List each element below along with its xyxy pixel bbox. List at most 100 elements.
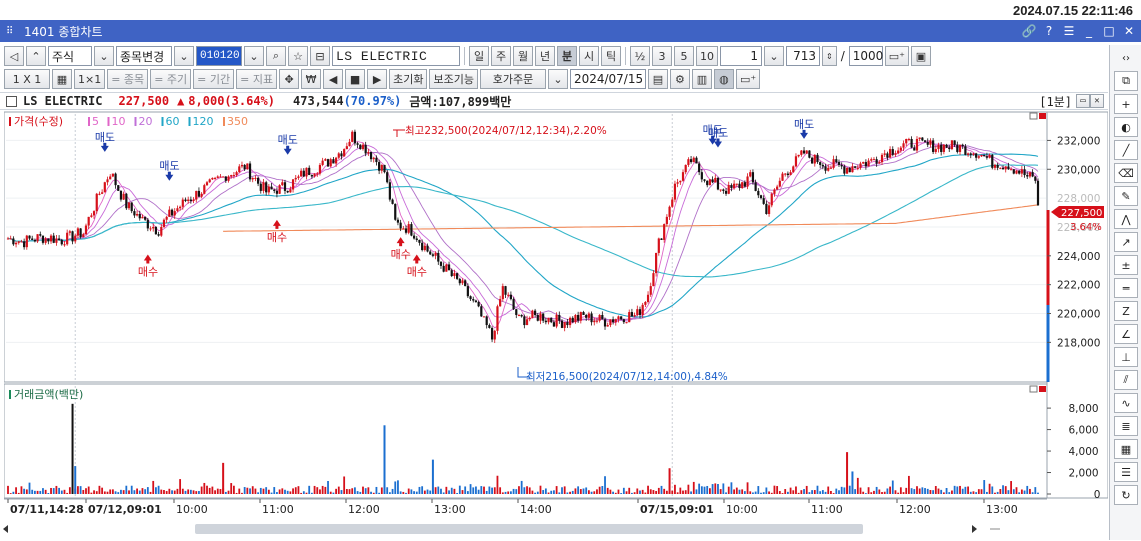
count-stepper[interactable]: ⇕ (822, 46, 837, 66)
tool-theme-icon[interactable]: ◐ (1114, 117, 1138, 137)
expand-icon[interactable]: ‹› (1122, 52, 1130, 64)
date-input[interactable]: 2024/07/15 (569, 69, 646, 89)
volume-bar (499, 487, 502, 494)
change-symbol-button[interactable]: 종목변경 (116, 46, 172, 66)
order-button[interactable]: 호가주문 (479, 69, 546, 89)
symbol-type-icon[interactable]: ⊟ (310, 46, 330, 66)
chart-area[interactable]: 매도 매수 매도 매수 매도 매수 매수 매도 매도 매도 218,000 220,000 222,0… (3, 110, 1109, 538)
horizontal-scrollbar[interactable]: ⊖ ⊕ ⊛ (0, 521, 1000, 537)
interval-dropdown-icon[interactable]: ⌄ (764, 46, 784, 66)
interval-input[interactable]: 1 (720, 46, 762, 66)
code-dropdown-icon[interactable]: ⌄ (244, 46, 264, 66)
panel-restore-button[interactable]: ▭ (1076, 94, 1090, 108)
period-year-button[interactable]: 년 (535, 46, 555, 66)
interval-10-button[interactable]: 10 (696, 46, 718, 66)
price-panel-close-icon[interactable] (1039, 113, 1046, 119)
settings-gear-icon[interactable]: ⚙ (669, 69, 690, 89)
grid-button[interactable]: 1×1 (74, 69, 106, 89)
currency-icon[interactable]: ₩ (301, 69, 322, 89)
info-checkbox[interactable] (6, 95, 17, 107)
tool-zigzag-icon[interactable]: ⋀ (1114, 209, 1138, 229)
volume-bar (875, 486, 878, 494)
close-button[interactable]: ✕ (1123, 24, 1135, 38)
chart-type-icon[interactable]: ▥ (691, 69, 712, 89)
candle (759, 195, 763, 199)
tool-add-icon[interactable]: + (1114, 94, 1138, 114)
count-input[interactable]: 713 (786, 46, 820, 66)
table-icon[interactable]: ▦ (52, 69, 72, 89)
tool-wave-icon[interactable]: ∿ (1114, 393, 1138, 413)
tool-trend-icon[interactable]: ↗ (1114, 232, 1138, 252)
stop-icon[interactable]: ■ (345, 69, 366, 89)
favorite-star-icon[interactable]: ☆ (288, 46, 308, 66)
tool-line-icon[interactable]: ╱ (1114, 140, 1138, 160)
reset-button[interactable]: 초기화 (389, 69, 428, 89)
period-tick-button[interactable]: 틱 (601, 46, 621, 66)
add-symbol-button[interactable]: = 종목 (107, 69, 149, 89)
period-hour-button[interactable]: 시 (579, 46, 599, 66)
volume-panel-max-icon[interactable] (1029, 385, 1038, 393)
sell-arrow-icon (708, 138, 717, 145)
globe-icon[interactable]: ◍ (713, 69, 734, 89)
save-icon[interactable]: ▣ (910, 46, 931, 66)
help-icon[interactable]: ? (1045, 24, 1053, 38)
change-symbol-dropdown-icon[interactable]: ⌄ (174, 46, 194, 66)
add-period-button[interactable]: = 주기 (150, 69, 192, 89)
symbol-code-input[interactable]: 010120 (196, 46, 242, 66)
panel-close-button[interactable]: ✕ (1090, 94, 1104, 108)
up-arrow-button[interactable]: ⌃ (26, 46, 46, 66)
interval-half-button[interactable]: ½ (630, 46, 650, 66)
tool-fib-icon[interactable]: ≣ (1114, 416, 1138, 436)
add-indicator-button[interactable]: = 지표 (236, 69, 278, 89)
add-range-button[interactable]: = 기간 (193, 69, 235, 89)
tool-plusminus-icon[interactable]: ± (1114, 255, 1138, 275)
new-window-icon[interactable]: ▭⁺ (884, 46, 909, 66)
tool-pen-icon[interactable]: ✎ (1114, 186, 1138, 206)
play-forward-icon[interactable]: ▶ (367, 69, 388, 89)
tool-reload-icon[interactable]: ↻ (1114, 485, 1138, 505)
order-dropdown-icon[interactable]: ⌄ (547, 69, 568, 89)
tool-angle-icon[interactable]: ∠ (1114, 324, 1138, 344)
period-minute-button[interactable]: 분 (557, 46, 577, 66)
candle (240, 164, 244, 167)
scroll-left-icon[interactable] (3, 525, 8, 533)
search-icon[interactable]: ⌕ (266, 46, 286, 66)
move-cross-icon[interactable]: ✥ (279, 69, 300, 89)
price-panel-max-icon[interactable] (1029, 112, 1038, 120)
tool-grid-icon[interactable]: ▦ (1114, 439, 1138, 459)
interval-5-button[interactable]: 5 (674, 46, 694, 66)
add-chart-icon[interactable]: ▭⁺ (735, 69, 761, 89)
tool-channel-icon[interactable]: ⫽ (1114, 370, 1138, 390)
link-icon[interactable]: 🔗 (1021, 24, 1037, 38)
maximize-button[interactable]: □ (1103, 24, 1115, 38)
market-dropdown-icon[interactable]: ⌄ (94, 46, 114, 66)
candle (316, 173, 319, 175)
minimize-button[interactable]: _ (1086, 24, 1092, 38)
scroll-thumb[interactable] (195, 524, 863, 534)
volume-bar (241, 492, 243, 494)
calendar-icon[interactable]: ▤ (647, 69, 668, 89)
volume-bar (838, 490, 840, 494)
tool-z-icon[interactable]: Z (1114, 301, 1138, 321)
market-select[interactable]: 주식 (48, 46, 92, 66)
play-back-icon[interactable]: ◀ (323, 69, 344, 89)
tool-hline-icon[interactable]: ═ (1114, 278, 1138, 298)
period-day-button[interactable]: 일 (469, 46, 489, 66)
menu-grid-icon[interactable]: ⠿ (6, 25, 14, 37)
tool-fan-icon[interactable]: ⊥ (1114, 347, 1138, 367)
volume-bar (975, 492, 978, 494)
period-month-button[interactable]: 월 (513, 46, 533, 66)
tool-layers-icon[interactable]: ⧉ (1114, 71, 1138, 91)
interval-3-button[interactable]: 3 (652, 46, 672, 66)
tool-eraser-icon[interactable]: ⌫ (1114, 163, 1138, 183)
volume-panel-close-icon[interactable] (1039, 386, 1046, 392)
scroll-right-icon[interactable] (972, 525, 977, 533)
aux-function-button[interactable]: 보조기능 (429, 69, 478, 89)
layout-button[interactable]: 1 X 1 (4, 69, 50, 89)
period-week-button[interactable]: 주 (491, 46, 511, 66)
prev-symbol-button[interactable]: ◁ (4, 46, 24, 66)
settings-menu-icon[interactable]: ☰ (1063, 24, 1075, 38)
candle (512, 299, 515, 310)
tool-stack-icon[interactable]: ☰ (1114, 462, 1138, 482)
